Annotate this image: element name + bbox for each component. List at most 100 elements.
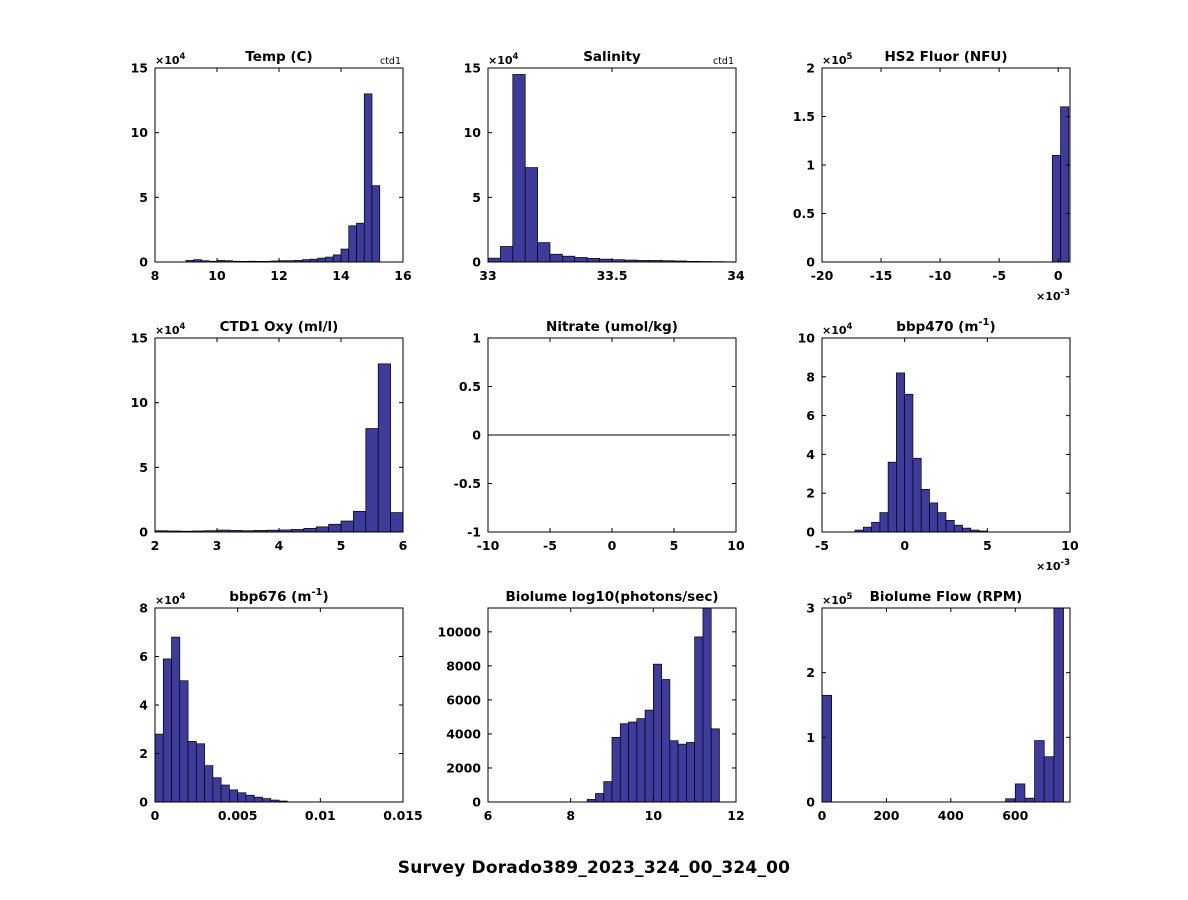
subplot-temp: 8 10 12 14 16 0 5 10 15 Temp (C) ×104 ctd1 (85, 28, 425, 302)
subplot-biolume: 6 8 10 12 0 2000 4000 6000 8000 10000 Biolume log1… (418, 568, 758, 842)
histogram-bar (315, 526, 329, 532)
axes-annotation: ctd1 (380, 56, 401, 67)
chart-canvas: 8 10 12 14 16 0 5 10 15 Temp (C) ×104 ctd1 (131, 49, 412, 283)
histogram-bar (1034, 740, 1045, 802)
y-axis-exponent: ×104 (155, 322, 186, 337)
histogram-bar (1051, 154, 1061, 262)
histogram-bar (353, 510, 367, 532)
y-tick-label: 0 (139, 795, 148, 810)
y-tick-label: 1.5 (793, 109, 815, 124)
histogram-bar (962, 527, 972, 532)
y-axis-exponent: ×104 (155, 52, 186, 67)
y-tick-label: -0.5 (454, 476, 481, 491)
y-axis-exponent: ×104 (155, 592, 186, 607)
y-tick-label: 15 (464, 61, 481, 76)
histogram-bar (945, 520, 955, 532)
y-tick-label: 8000 (446, 658, 481, 673)
histogram-bar (212, 777, 222, 802)
y-tick-label: 0 (472, 255, 481, 270)
x-tick-label: 400 (938, 808, 964, 823)
chart-title: Nitrate (umol/kg) (546, 319, 678, 335)
histogram-bar (929, 502, 939, 532)
x-tick-label: 0 (818, 808, 827, 823)
y-tick-label: -1 (467, 525, 481, 540)
histogram-bar (562, 255, 576, 262)
x-tick-label: -5 (992, 268, 1006, 283)
histogram-bar (628, 721, 638, 802)
axes-annotation: ctd1 (713, 56, 734, 67)
x-tick-label: -20 (811, 268, 834, 283)
histogram-bar (1024, 797, 1035, 802)
y-tick-label: 0 (806, 795, 815, 810)
y-tick-label: 5 (139, 190, 148, 205)
histogram-bar (879, 512, 889, 532)
x-tick-label: -15 (870, 268, 893, 283)
subplot-hs2-fluor: -20 -15 -10 -5 0 0 0.5 1 1.5 2 HS2 Fluor (NFU) ×105… (752, 28, 1092, 303)
x-tick-label: 3 (213, 538, 222, 553)
y-axis-exponent: ×105 (822, 52, 853, 67)
chart-canvas: 6 8 10 12 0 2000 4000 6000 8000 10000 Biolume log1… (438, 589, 745, 823)
plot-series (155, 636, 288, 802)
plot-series (155, 363, 403, 532)
histogram-bar (245, 794, 255, 802)
histogram-bar (179, 680, 189, 802)
x-tick-label: 5 (337, 538, 346, 553)
y-tick-label: 0 (139, 525, 148, 540)
histogram-bar (229, 789, 239, 802)
x-axis-exponent: ×10-3 (1036, 288, 1070, 302)
histogram-bar (328, 523, 342, 532)
x-tick-label: 8 (151, 268, 160, 283)
histogram-bar (822, 694, 833, 802)
y-tick-label: 3 (806, 601, 815, 616)
histogram-bar (1014, 783, 1026, 802)
y-tick-label: 5 (139, 460, 148, 475)
chart-title: Biolume Flow (RPM) (870, 589, 1023, 605)
plot-series (185, 93, 381, 262)
histogram-bar (162, 658, 172, 802)
y-axis-exponent: ×104 (822, 322, 853, 337)
y-tick-label: 10 (131, 125, 149, 140)
x-tick-label: 33.5 (597, 268, 628, 283)
x-tick-label: -5 (815, 538, 829, 553)
y-tick-label: 4 (806, 447, 815, 462)
y-tick-label: 6 (806, 408, 815, 423)
histogram-bar (862, 526, 872, 532)
x-tick-label: 6 (484, 808, 493, 823)
histogram-bar (253, 796, 263, 802)
y-tick-label: 0 (472, 795, 481, 810)
histogram-bar (595, 793, 605, 802)
x-tick-label: -10 (929, 268, 952, 283)
chart-title: Biolume log10(photons/sec) (505, 589, 718, 605)
y-tick-label: 4000 (446, 726, 481, 741)
y-tick-label: 0.5 (459, 379, 481, 394)
x-tick-label: 0.015 (383, 808, 423, 823)
histogram-bar (220, 784, 230, 802)
histogram-bar (356, 222, 365, 262)
y-tick-label: 1 (472, 331, 481, 346)
plot-series (1051, 106, 1070, 262)
chart-title: Salinity (583, 49, 641, 65)
y-tick-label: 0 (472, 428, 481, 443)
x-tick-label: 33 (479, 268, 496, 283)
y-tick-label: 10 (798, 331, 816, 346)
y-tick-label: 15 (131, 61, 148, 76)
histogram-bar (500, 246, 514, 262)
histogram-bar (887, 461, 897, 532)
x-tick-label: 0 (151, 808, 160, 823)
x-axis-exponent: ×10-3 (1036, 558, 1070, 572)
subplot-bbp676: 0 0.005 0.01 0.015 0 2 4 6 8 bbp676 (m-1) ×104 (85, 568, 425, 842)
y-axis-exponent: ×105 (822, 592, 853, 607)
histogram-bar (371, 185, 381, 262)
plot-series (854, 372, 988, 532)
x-tick-label: 600 (1002, 808, 1028, 823)
histogram-bar (619, 723, 629, 802)
histogram-bar (920, 488, 930, 532)
y-tick-label: 10000 (438, 624, 482, 639)
histogram-bar (155, 733, 164, 802)
y-tick-label: 2 (806, 61, 815, 76)
histogram-bar (912, 457, 922, 532)
y-tick-label: 8 (806, 369, 815, 384)
histogram-bar (586, 258, 600, 262)
subplot-ctd1-oxy: 2 3 4 5 6 0 5 10 15 CTD1 Oxy (ml/l) ×104 (85, 298, 425, 572)
